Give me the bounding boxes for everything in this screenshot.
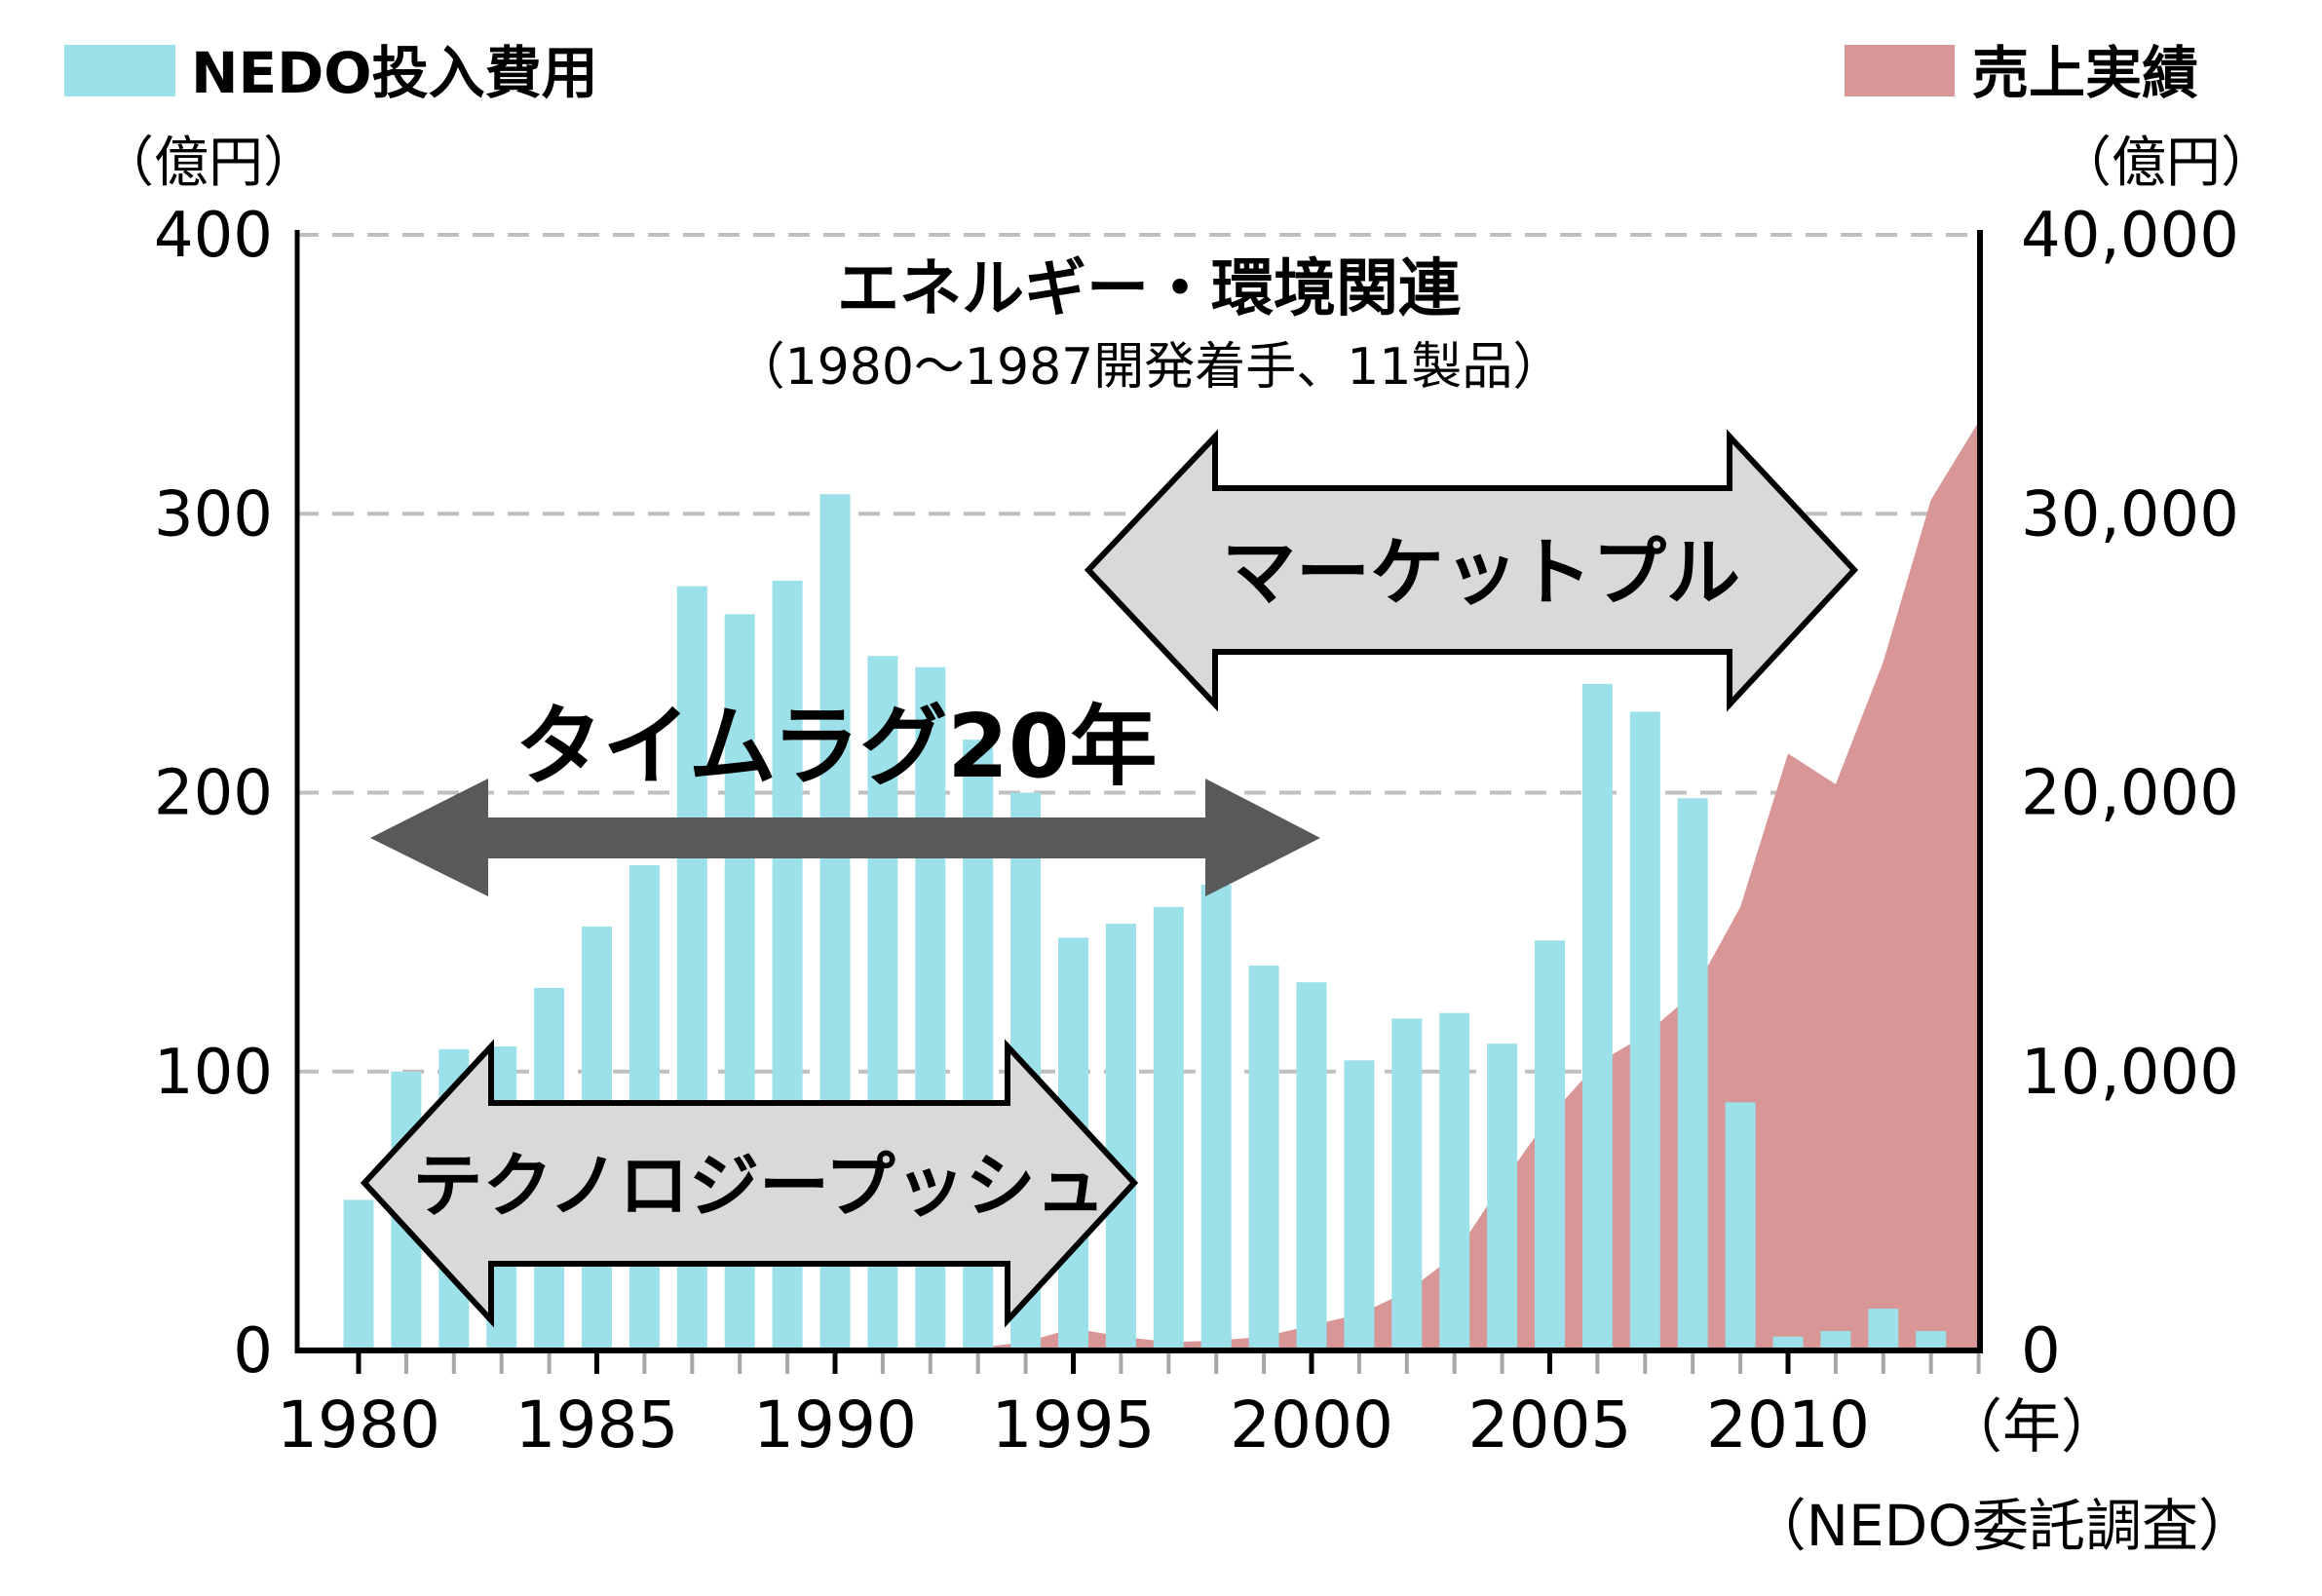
x-axis-tick-label: 2005 (1468, 1387, 1632, 1463)
bar-1997 (1153, 906, 1184, 1350)
technology-push-label: テクノロジープッシュ (412, 1145, 1105, 1227)
bar-2005 (1535, 940, 1565, 1350)
x-axis-tick-label: 2000 (1230, 1387, 1393, 1463)
bar-2007 (1629, 711, 1660, 1350)
right-axis-unit: （億円） (2057, 132, 2275, 195)
legend-label-nedo: NEDO投入費用 (191, 40, 598, 106)
chart-annotation-title: エネルギー・環境関連 (837, 253, 1462, 325)
bar-2000 (1296, 982, 1327, 1350)
right-axis-tick-label: 40,000 (2021, 200, 2239, 272)
bar-2008 (1677, 798, 1708, 1350)
bar-2013 (1916, 1330, 1947, 1350)
left-axis-tick-label: 400 (154, 200, 273, 272)
bar-2006 (1581, 683, 1613, 1350)
chart-annotation-subtitle: （1980～1987開発着手、11製品） (735, 338, 1564, 397)
legend-swatch-sales (1845, 45, 1955, 96)
right-axis-tick-label: 0 (2021, 1315, 2061, 1387)
x-axis-unit: （年） (1944, 1393, 2119, 1462)
x-axis-tick-label: 1995 (992, 1387, 1156, 1463)
time-lag-arrow (370, 779, 1320, 896)
time-lag-label: タイムラグ20年 (515, 696, 1158, 798)
bar-1996 (1105, 924, 1136, 1350)
x-axis-tick-label: 1980 (277, 1387, 440, 1463)
right-axis-tick-label: 30,000 (2021, 478, 2239, 551)
x-axis-tick-label: 1990 (753, 1387, 917, 1463)
left-axis-unit: （億円） (99, 132, 318, 195)
left-axis-tick-label: 0 (233, 1315, 273, 1387)
bar-2010 (1772, 1336, 1804, 1350)
market-pull-label: マーケットプル (1222, 529, 1740, 616)
technology-push-arrow (360, 1039, 1139, 1328)
left-axis-tick-label: 300 (154, 478, 273, 551)
left-axis-tick-label: 100 (154, 1037, 273, 1109)
sales-area (930, 421, 1979, 1351)
market-pull-arrow (1084, 429, 1859, 712)
bar-2004 (1487, 1044, 1518, 1350)
legend-label-sales: 売上実績 (1972, 40, 2198, 106)
x-axis-tick-label: 2010 (1706, 1387, 1870, 1463)
bar-2011 (1820, 1330, 1851, 1350)
right-axis-tick-label: 10,000 (2021, 1037, 2239, 1109)
bar-2012 (1868, 1309, 1899, 1350)
bar-2009 (1725, 1102, 1756, 1350)
bar-2003 (1439, 1012, 1470, 1350)
source-note: （NEDO委託調査） (1750, 1493, 2255, 1559)
bar-1980 (343, 1199, 374, 1350)
bar-2002 (1391, 1018, 1423, 1350)
right-axis-tick-label: 20,000 (2021, 758, 2239, 830)
bar-2001 (1344, 1060, 1375, 1350)
legend-swatch-nedo (64, 45, 175, 96)
left-axis-tick-label: 200 (154, 758, 273, 830)
x-axis-tick-label: 1985 (515, 1387, 679, 1463)
bar-1998 (1200, 884, 1232, 1350)
bar-1999 (1248, 965, 1279, 1350)
